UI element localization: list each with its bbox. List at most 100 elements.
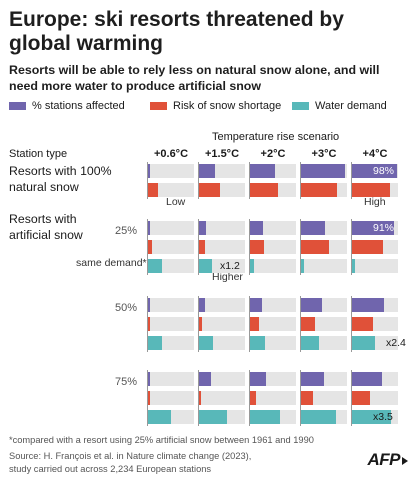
water-demand-bar bbox=[148, 259, 162, 273]
column-axis bbox=[198, 162, 199, 199]
bar-background bbox=[199, 221, 245, 235]
bar-background bbox=[250, 317, 296, 331]
legend-swatch-stations bbox=[9, 102, 26, 110]
water-demand-bar bbox=[199, 410, 227, 424]
group-label: 50% bbox=[114, 302, 137, 314]
legend-swatch-shortage bbox=[150, 102, 167, 110]
column-axis bbox=[300, 296, 301, 352]
bar-background bbox=[148, 164, 194, 178]
bar-background bbox=[199, 240, 245, 254]
legend-label-shortage: Risk of snow shortage bbox=[173, 100, 282, 112]
bar-background bbox=[250, 259, 296, 273]
snow-shortage-bar bbox=[301, 391, 313, 405]
column-axis bbox=[351, 162, 352, 199]
column-axis bbox=[198, 370, 199, 426]
water-demand-bar bbox=[301, 259, 304, 273]
bar-background bbox=[250, 391, 296, 405]
snow-shortage-bar bbox=[301, 240, 329, 254]
multiplier-label: x2.4 bbox=[386, 337, 406, 349]
source-line-2: study carried out across 2,234 European … bbox=[9, 464, 212, 474]
stations-affected-bar bbox=[352, 164, 397, 178]
water-demand-bar bbox=[250, 410, 280, 424]
row-label-natural: Resorts with 100% natural snow bbox=[9, 164, 112, 194]
water-demand-bar bbox=[352, 259, 355, 273]
snow-shortage-bar bbox=[148, 240, 152, 254]
column-axis bbox=[249, 370, 250, 426]
column-axis bbox=[147, 370, 148, 426]
bar-background bbox=[148, 221, 194, 235]
legend-item-water: Water demand bbox=[292, 100, 387, 112]
column-axis bbox=[147, 296, 148, 352]
stations-affected-bar bbox=[250, 221, 263, 235]
water-demand-bar bbox=[301, 410, 336, 424]
bar-background bbox=[199, 317, 245, 331]
group-label: 25% bbox=[114, 225, 137, 237]
snow-shortage-bar bbox=[301, 317, 315, 331]
column-axis bbox=[300, 162, 301, 199]
row-label-artificial: Resorts with artificial snow bbox=[9, 212, 83, 242]
snow-shortage-bar bbox=[148, 317, 150, 331]
column-axis bbox=[147, 219, 148, 275]
stations-affected-bar bbox=[199, 164, 215, 178]
stations-affected-bar bbox=[352, 298, 384, 312]
snow-shortage-bar bbox=[199, 391, 201, 405]
stations-affected-bar bbox=[352, 372, 382, 386]
stations-affected-bar bbox=[148, 298, 150, 312]
legend-swatch-water bbox=[292, 102, 309, 110]
stations-affected-bar bbox=[352, 221, 394, 235]
bar-background bbox=[148, 317, 194, 331]
snow-shortage-bar bbox=[352, 183, 390, 197]
water-demand-bar bbox=[148, 410, 171, 424]
water-demand-bar bbox=[352, 410, 391, 424]
snow-shortage-bar bbox=[301, 183, 337, 197]
scenario-label: +1.5°C bbox=[204, 148, 240, 160]
snow-shortage-bar bbox=[250, 183, 278, 197]
scenario-header: Temperature rise scenario bbox=[212, 131, 340, 143]
scenario-label: +4°C bbox=[362, 148, 388, 160]
legend-label-water: Water demand bbox=[315, 100, 387, 112]
column-axis bbox=[300, 219, 301, 275]
group-label: 75% bbox=[114, 376, 137, 388]
multiplier-label: x1.2 bbox=[220, 260, 240, 272]
water-demand-bar bbox=[250, 336, 265, 350]
legend-item-stations: % stations affected bbox=[9, 100, 125, 112]
snow-shortage-bar bbox=[148, 391, 150, 405]
column-axis bbox=[351, 219, 352, 275]
scenario-label: +2°C bbox=[260, 148, 286, 160]
bar-background bbox=[148, 298, 194, 312]
water-demand-bar bbox=[250, 259, 254, 273]
shortage-low-label: Low bbox=[166, 196, 186, 208]
source-line-1: Source: H. François et al. in Nature cli… bbox=[9, 451, 252, 461]
bar-background bbox=[148, 372, 194, 386]
higher-label: Higher bbox=[212, 271, 243, 283]
bar-background bbox=[148, 240, 194, 254]
bar-background bbox=[148, 391, 194, 405]
snow-shortage-bar bbox=[250, 391, 256, 405]
stations-affected-bar bbox=[301, 372, 324, 386]
column-axis bbox=[300, 370, 301, 426]
snow-shortage-bar bbox=[199, 317, 202, 331]
column-axis bbox=[351, 296, 352, 352]
scenario-label: +3°C bbox=[311, 148, 337, 160]
shortage-high-label: High bbox=[364, 196, 386, 208]
stations-affected-bar bbox=[301, 298, 322, 312]
stations-affected-bar bbox=[199, 372, 211, 386]
stations-affected-bar bbox=[301, 221, 325, 235]
bar-value-label: 91% bbox=[372, 222, 394, 234]
column-axis bbox=[198, 296, 199, 352]
column-axis bbox=[249, 296, 250, 352]
column-axis bbox=[198, 219, 199, 275]
stations-affected-bar bbox=[148, 221, 150, 235]
afp-logo-mark bbox=[402, 457, 408, 465]
legend: % stations affected Risk of snow shortag… bbox=[0, 100, 414, 116]
column-axis bbox=[147, 162, 148, 199]
bar-background bbox=[199, 391, 245, 405]
stations-affected-bar bbox=[199, 298, 205, 312]
multiplier-label: x3.5 bbox=[373, 411, 393, 423]
scenario-label: +0.6°C bbox=[153, 148, 189, 160]
chart-title: Europe: ski resorts threatened by global… bbox=[9, 8, 344, 55]
stations-affected-bar bbox=[199, 221, 206, 235]
bar-background bbox=[301, 259, 347, 273]
snow-shortage-bar bbox=[148, 183, 158, 197]
bar-background bbox=[352, 259, 398, 273]
